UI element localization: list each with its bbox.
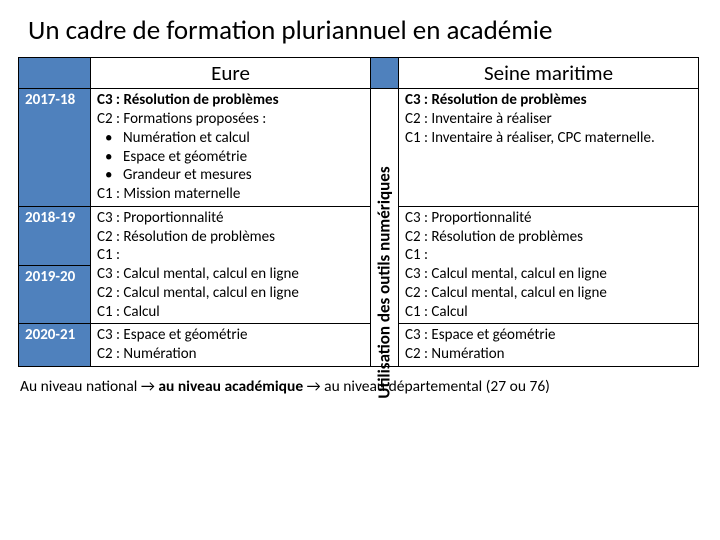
line: C1 : <box>405 246 694 265</box>
arrow-icon: → <box>141 377 155 396</box>
bullet: Espace et géométrie <box>105 148 366 167</box>
line: C1 : Inventaire à réaliser, CPC maternel… <box>405 129 694 148</box>
eure-cell: C3 : Résolution de problèmes C2 : Format… <box>91 89 371 207</box>
bullet-list: Numération et calcul Espace et géométrie… <box>97 129 366 185</box>
line: C2 : Résolution de problèmes <box>97 228 366 247</box>
year-cell: 2017-18 <box>19 89 91 207</box>
line: C3 : Résolution de problèmes <box>97 91 366 110</box>
table-row: 2018-19 C3 : Proportionnalité C2 : Résol… <box>19 206 699 265</box>
line: C3 : Espace et géométrie <box>405 326 694 345</box>
line: C1 : Calcul <box>97 303 366 322</box>
sm-cell: C3 : Proportionnalité C2 : Résolution de… <box>399 206 699 324</box>
header-eure: Eure <box>91 58 371 89</box>
line: C2 : Calcul mental, calcul en ligne <box>405 284 694 303</box>
line: C3 : Calcul mental, calcul en ligne <box>97 265 366 284</box>
line: C3 : Proportionnalité <box>405 209 694 228</box>
table-row: 2017-18 C3 : Résolution de problèmes C2 … <box>19 89 699 207</box>
line: C2 : Numération <box>97 345 366 364</box>
formation-table: Eure Seine maritime 2017-18 C3 : Résolut… <box>18 57 699 367</box>
eure-cell: C3 : Espace et géométrie C2 : Numération <box>91 324 371 367</box>
table-row: 2020-21 C3 : Espace et géométrie C2 : Nu… <box>19 324 699 367</box>
table-wrapper: Eure Seine maritime 2017-18 C3 : Résolut… <box>18 57 698 367</box>
line: C2 : Formations proposées : <box>97 110 366 129</box>
line: C2 : Numération <box>405 345 694 364</box>
arrow-icon: → <box>307 377 321 396</box>
page-title: Un cadre de formation pluriannuel en aca… <box>0 0 720 57</box>
header-blank <box>19 58 91 89</box>
line: C3 : Proportionnalité <box>97 209 366 228</box>
footer-c: au niveau départemental (27 ou 76) <box>321 377 550 396</box>
line: C3 : Espace et géométrie <box>97 326 366 345</box>
bullet: Grandeur et mesures <box>105 166 366 185</box>
line: C3 : Résolution de problèmes <box>405 91 694 110</box>
header-sm: Seine maritime <box>399 58 699 89</box>
line: C1 : Mission maternelle <box>97 185 366 204</box>
line: C2 : Calcul mental, calcul en ligne <box>97 284 366 303</box>
eure-cell: C3 : Proportionnalité C2 : Résolution de… <box>91 206 371 324</box>
line: C1 : <box>97 246 366 265</box>
gap-cell <box>371 89 399 367</box>
year-cell: 2018-19 <box>19 206 91 265</box>
line: C2 : Inventaire à réaliser <box>405 110 694 129</box>
sm-cell: C3 : Espace et géométrie C2 : Numération <box>399 324 699 367</box>
line: C3 : Calcul mental, calcul en ligne <box>405 265 694 284</box>
footer-a: Au niveau national <box>20 377 141 396</box>
footer-text: Au niveau national → au niveau académiqu… <box>0 367 720 396</box>
bullet: Numération et calcul <box>105 129 366 148</box>
footer-b: au niveau académique <box>155 377 307 396</box>
year-cell: 2019-20 <box>19 265 91 324</box>
year-cell: 2020-21 <box>19 324 91 367</box>
header-gap <box>371 58 399 89</box>
line: C1 : Calcul <box>405 303 694 322</box>
sm-cell: C3 : Résolution de problèmes C2 : Invent… <box>399 89 699 207</box>
line: C2 : Résolution de problèmes <box>405 228 694 247</box>
header-row: Eure Seine maritime <box>19 58 699 89</box>
